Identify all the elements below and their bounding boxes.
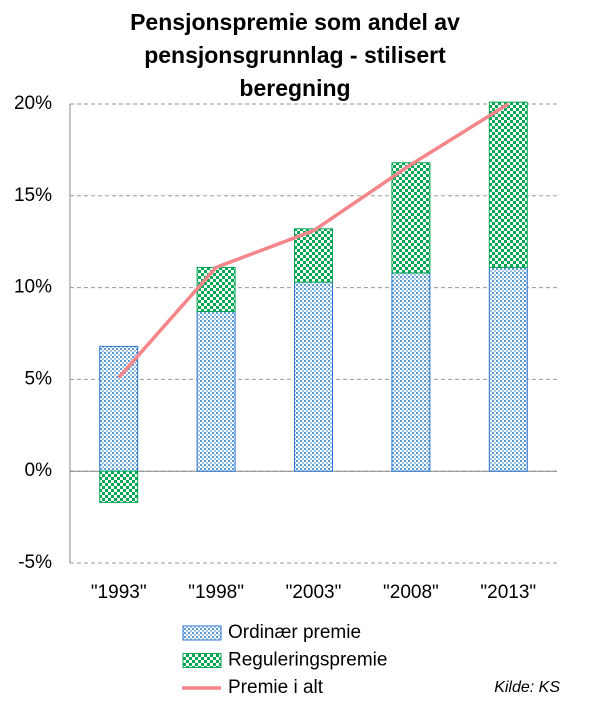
x-tick-label: "1993" [91, 582, 147, 603]
x-tick-label: "1998" [188, 582, 244, 603]
y-tick-label: 10% [14, 277, 52, 298]
bar-segment [196, 310, 236, 472]
y-tick-label: -5% [18, 552, 52, 573]
bar-segment [488, 101, 528, 268]
bar-segment [99, 470, 139, 503]
legend-swatch [182, 653, 222, 668]
legend-label: Ordinær premie [228, 622, 361, 643]
bar-segment [488, 266, 528, 472]
y-tick-label: 5% [25, 368, 53, 389]
x-tick-label: "2008" [383, 582, 439, 603]
y-tick-label: 15% [14, 185, 52, 206]
legend-label: Reguleringspremie [228, 650, 387, 671]
legend-label: Premie i alt [228, 677, 324, 698]
bar-segment [391, 162, 431, 274]
annotation: Kilde: KS [494, 679, 560, 696]
bar-segment [391, 272, 431, 472]
bar-segment [294, 228, 333, 283]
y-tick-label: 0% [25, 460, 53, 481]
bar-segment [99, 345, 139, 472]
chart-title: Pensjonspremie som andel av pensjonsgrun… [130, 9, 460, 101]
line [117, 102, 510, 379]
x-tick-label: "2013" [480, 582, 536, 603]
bar-segment [196, 266, 236, 312]
bar-segment [294, 281, 333, 472]
x-tick-label: "2003" [286, 582, 342, 603]
legend-swatch [182, 625, 222, 641]
y-tick-label: 20% [14, 93, 52, 114]
